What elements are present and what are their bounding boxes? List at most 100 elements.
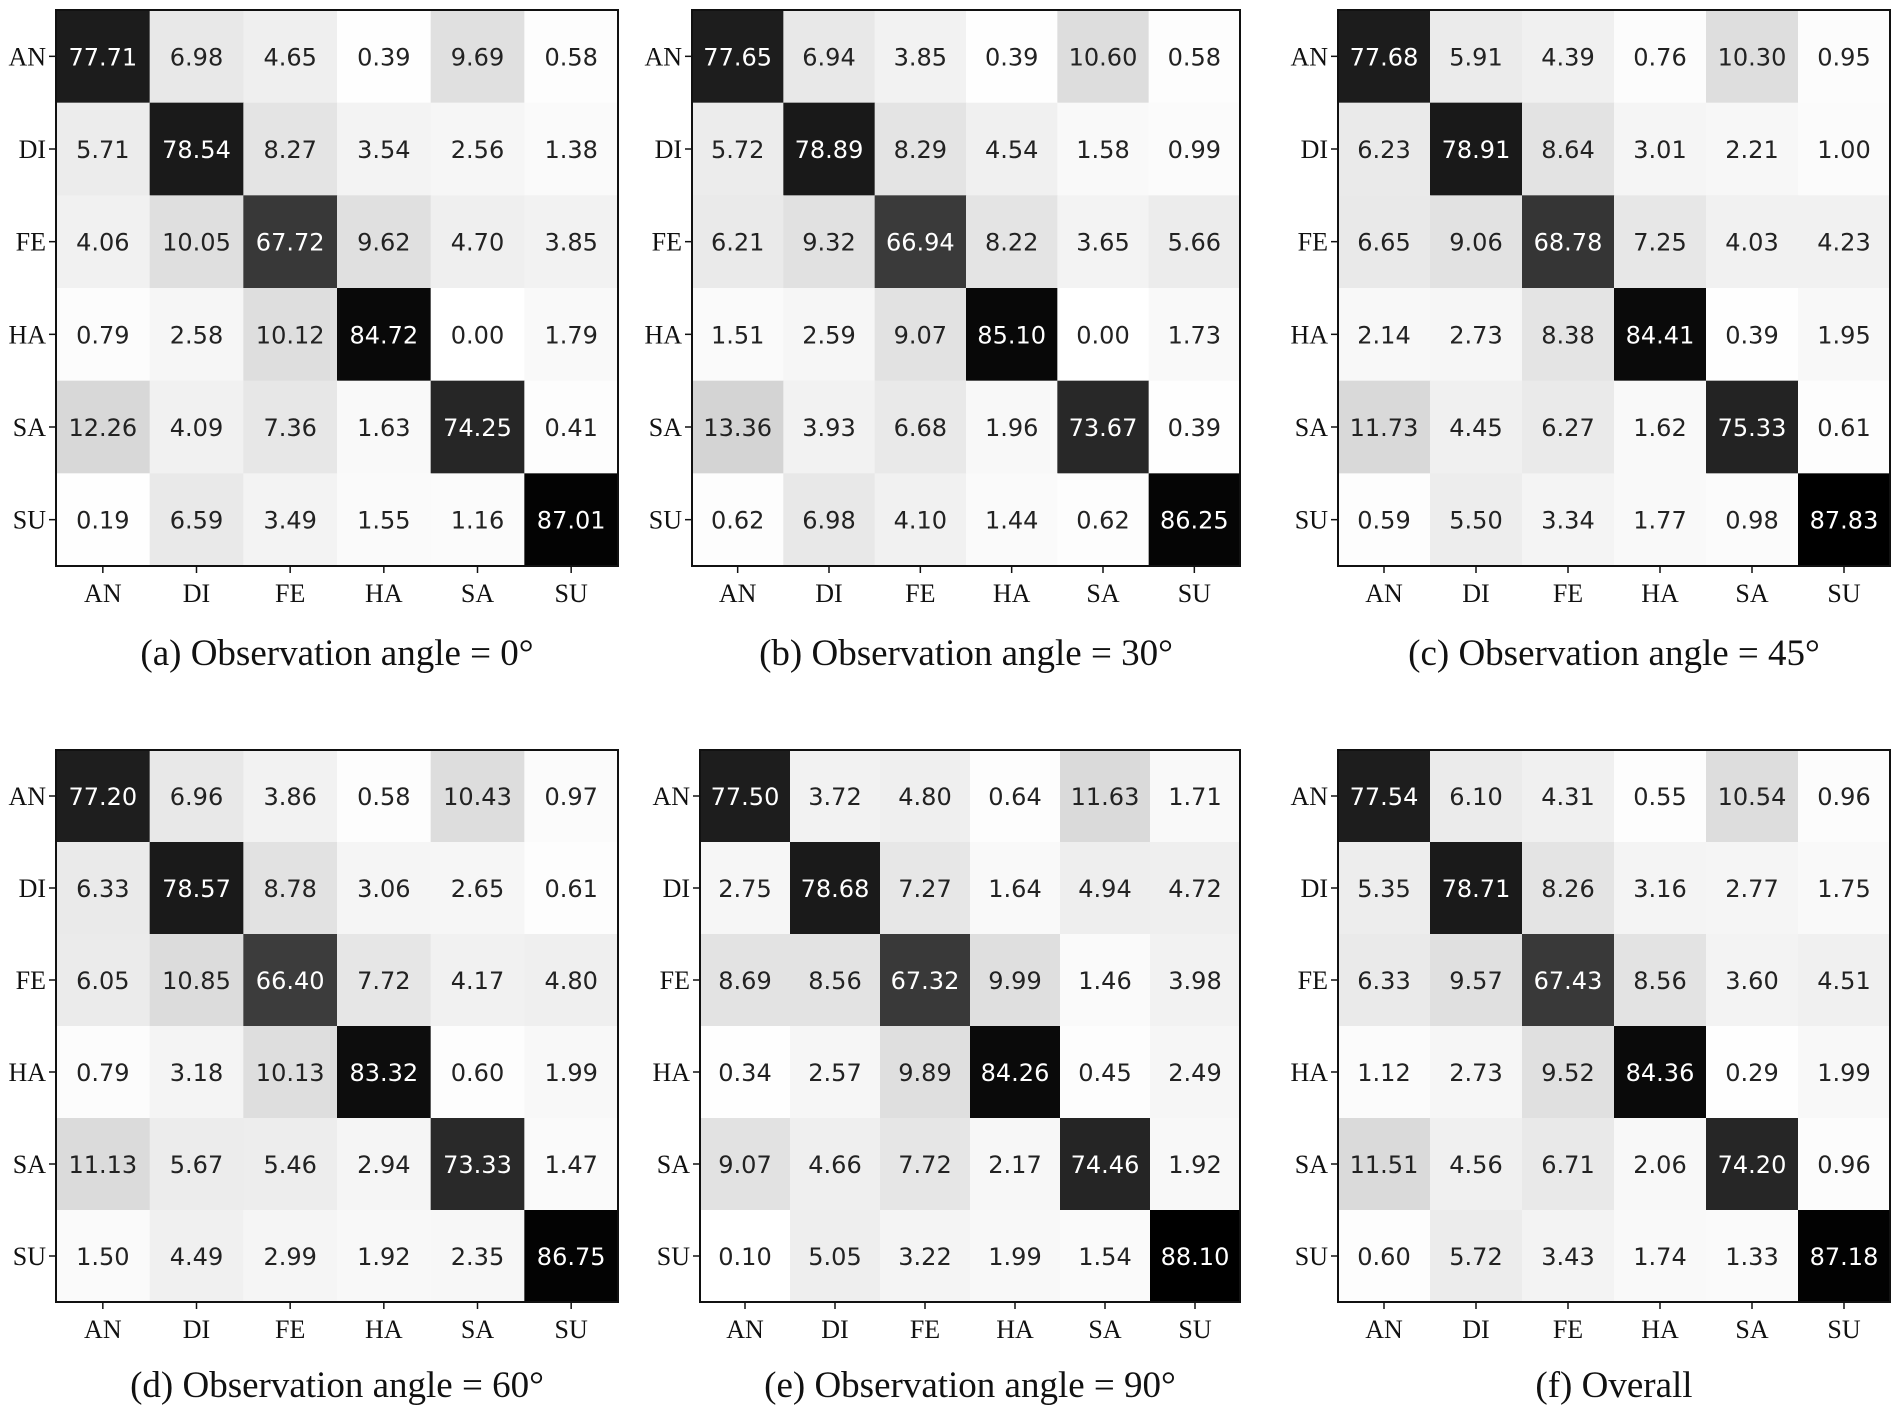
cell-value-label: 8.26	[1541, 875, 1594, 903]
heatmap-cell	[243, 102, 338, 196]
cell-value-label: 4.54	[985, 136, 1038, 164]
cell-value-label: 3.18	[170, 1059, 223, 1087]
heatmap-cell	[1614, 10, 1707, 104]
heatmap-cell	[149, 1210, 244, 1303]
heatmap-cell	[1150, 1118, 1241, 1211]
cell-value-label: 1.99	[1817, 1059, 1870, 1087]
cell-value-label: 1.00	[1817, 136, 1870, 164]
panel-caption: (d) Observation angle = 60°	[130, 1365, 544, 1406]
cell-value-label: 1.44	[985, 507, 1038, 535]
heatmap-cell	[149, 195, 244, 289]
cell-value-label: 1.62	[1633, 414, 1686, 442]
cell-value-label: 10.13	[256, 1059, 325, 1087]
heatmap-cell	[337, 288, 432, 382]
y-tick-label: SA	[649, 413, 682, 442]
cell-value-label: 10.12	[256, 321, 325, 349]
heatmap-cell	[1430, 102, 1523, 196]
heatmap-cell	[430, 842, 525, 935]
heatmap-cell	[874, 195, 967, 289]
heatmap-cell	[1798, 934, 1891, 1027]
y-tick-label: SA	[1295, 1150, 1328, 1179]
y-tick-label: FE	[660, 966, 690, 995]
y-tick-label: SA	[657, 1150, 690, 1179]
heatmap-cell	[524, 10, 619, 104]
heatmap-cell	[692, 288, 784, 382]
heatmap-cell	[524, 102, 619, 196]
cell-value-label: 0.39	[1168, 414, 1221, 442]
cell-value-label: 4.09	[170, 414, 223, 442]
heatmap-cell	[430, 288, 525, 382]
heatmap-cell	[1430, 1026, 1523, 1119]
heatmap-cell	[1150, 934, 1241, 1027]
cell-value-label: 9.07	[718, 1151, 771, 1179]
cell-value-label: 85.10	[977, 321, 1046, 349]
cell-value-label: 6.33	[1357, 967, 1410, 995]
heatmap-cell	[337, 1026, 432, 1119]
heatmap-cell	[1706, 934, 1799, 1027]
cell-value-label: 66.94	[886, 229, 955, 257]
heatmap-cell	[880, 1026, 971, 1119]
heatmap-cell	[874, 380, 967, 474]
cell-value-label: 6.71	[1541, 1151, 1594, 1179]
heatmap-frame	[691, 9, 1241, 567]
heatmap-cell	[56, 1118, 151, 1211]
heatmap-cell	[56, 195, 151, 289]
cell-value-label: 2.57	[808, 1059, 861, 1087]
heatmap-cell	[1150, 1026, 1241, 1119]
heatmap-cell	[524, 842, 619, 935]
x-tick-label: FE	[1553, 1315, 1583, 1344]
heatmap-cell	[790, 750, 881, 843]
cell-value-label: 77.65	[703, 43, 772, 71]
heatmap-cell	[243, 842, 338, 935]
y-tick-label: HA	[652, 1058, 690, 1087]
heatmap-cell	[337, 1118, 432, 1211]
x-tick-label: SU	[1178, 1315, 1211, 1344]
cell-value-label: 1.79	[544, 321, 597, 349]
heatmap-cell	[1522, 10, 1615, 104]
heatmap-cell	[1338, 1210, 1431, 1303]
heatmap-cell	[430, 102, 525, 196]
panel-caption: (c) Observation angle = 45°	[1408, 633, 1820, 674]
heatmap-cell	[1430, 1210, 1523, 1303]
heatmap-cell	[524, 1026, 619, 1119]
heatmap-cell	[1430, 195, 1523, 289]
cell-value-label: 5.35	[1357, 875, 1410, 903]
cell-value-label: 2.14	[1357, 321, 1410, 349]
heatmap-cell	[1148, 195, 1241, 289]
heatmap-cell	[783, 102, 876, 196]
heatmap-cell	[1338, 195, 1431, 289]
cell-value-label: 5.72	[711, 136, 764, 164]
heatmap-cell	[524, 288, 619, 382]
cell-value-label: 77.71	[68, 43, 137, 71]
heatmap-cell	[874, 473, 967, 567]
cell-value-label: 4.51	[1817, 967, 1870, 995]
cell-value-label: 6.33	[76, 875, 129, 903]
cell-value-label: 8.29	[894, 136, 947, 164]
heatmap-cell	[1150, 842, 1241, 935]
heatmap-cell	[700, 750, 791, 843]
heatmap-cell	[430, 1118, 525, 1211]
x-tick-label: DI	[821, 1315, 848, 1344]
heatmap-cell	[1614, 934, 1707, 1027]
y-tick-label: FE	[1298, 228, 1328, 257]
cell-value-label: 0.41	[544, 414, 597, 442]
cell-value-label: 4.66	[808, 1151, 861, 1179]
cell-value-label: 2.35	[451, 1243, 504, 1271]
heatmap-cell	[1057, 473, 1150, 567]
heatmap-panel-e: 77.50 3.72 4.80 0.64 11.63 1.71 2.75 78.68 7.27 1…	[652, 749, 1241, 1406]
cell-value-label: 1.77	[1633, 507, 1686, 535]
cell-value-label: 6.21	[711, 229, 764, 257]
panel-caption: (a) Observation angle = 0°	[140, 633, 533, 674]
heatmap-cell	[1706, 1026, 1799, 1119]
heatmap-cell	[243, 1118, 338, 1211]
cell-value-label: 1.64	[988, 875, 1041, 903]
heatmap-cell	[1798, 750, 1891, 843]
cell-value-label: 77.50	[711, 783, 780, 811]
heatmap-cell	[783, 195, 876, 289]
cell-value-label: 4.31	[1541, 783, 1594, 811]
cell-value-label: 1.33	[1725, 1243, 1778, 1271]
cell-value-label: 8.56	[1633, 967, 1686, 995]
heatmap-cell	[1706, 1118, 1799, 1211]
heatmap-cell	[1798, 10, 1891, 104]
cell-value-label: 66.40	[256, 967, 325, 995]
